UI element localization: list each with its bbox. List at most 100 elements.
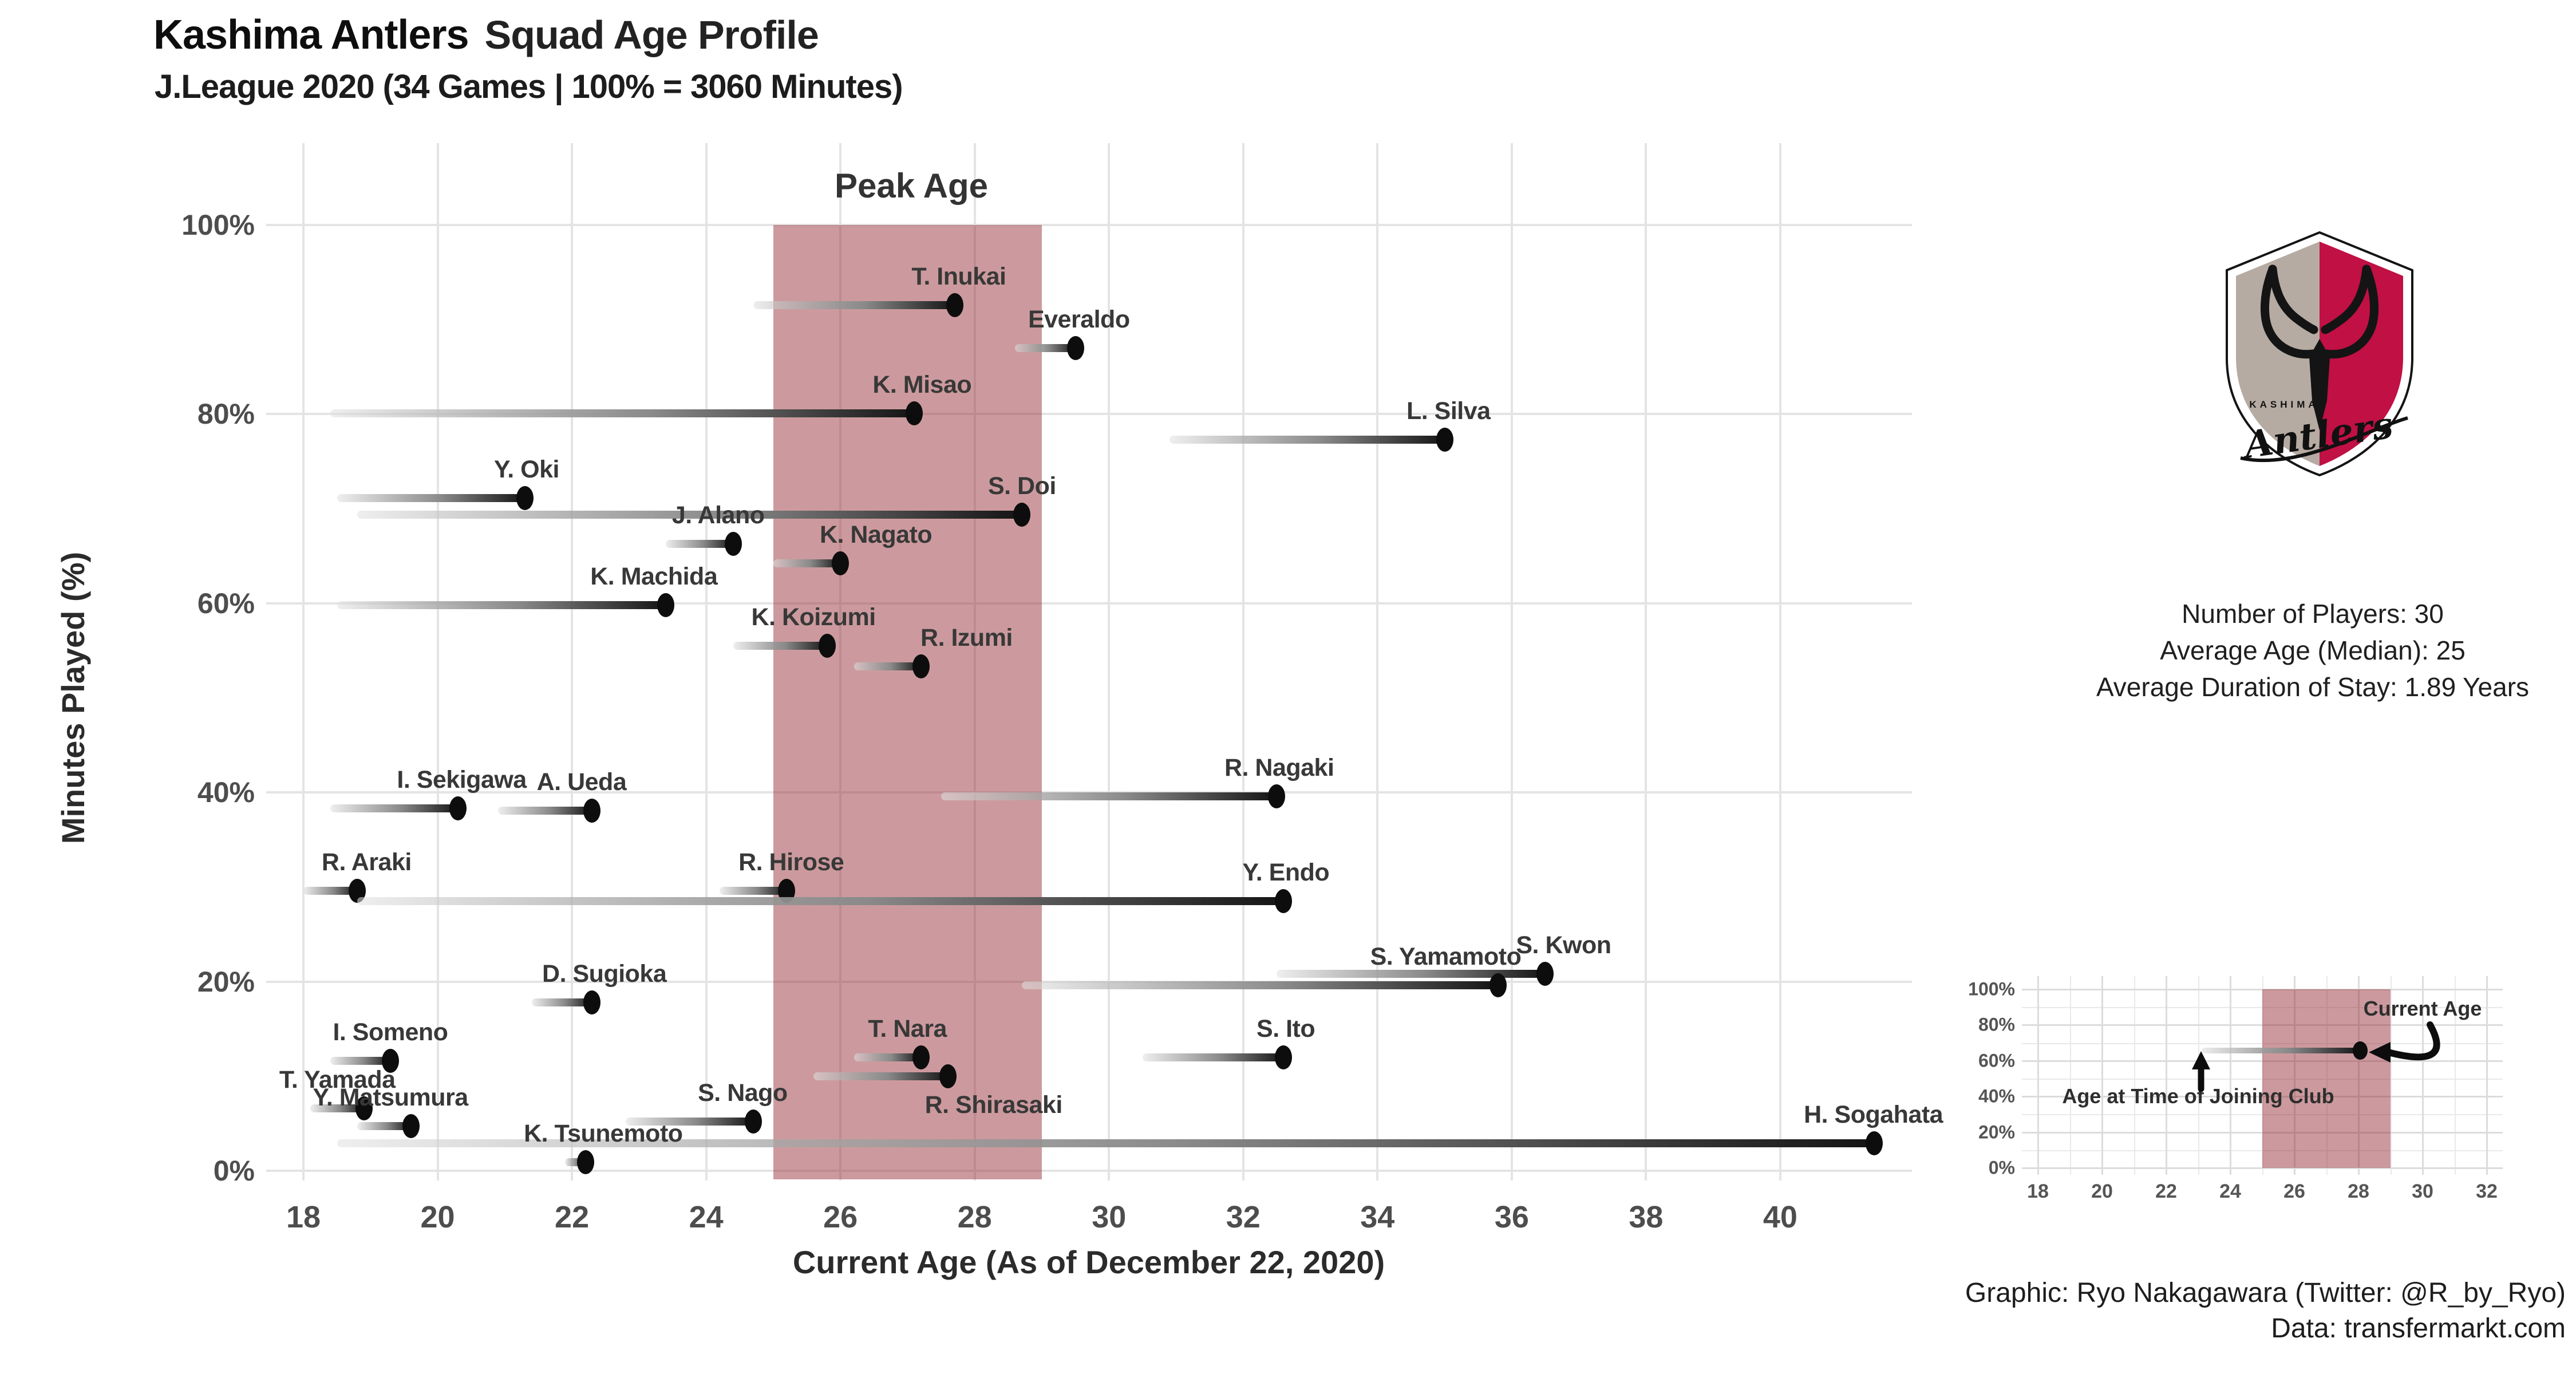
x-tick-label-30: 30 [1092,1200,1127,1234]
credits: Graphic: Ryo Nakagawara (Twitter: @R_by_… [1965,1276,2566,1347]
player-segment [330,409,915,417]
antlers-icon [2260,264,2379,359]
player-dot [912,654,930,679]
player-segment [773,559,841,568]
inset-x-tick-18: 18 [2027,1180,2049,1202]
player-label: Everaldo [1028,305,1130,333]
crest-left-half [2236,242,2320,466]
inset-y-tick-0: 0% [1988,1157,2015,1178]
player-segment [753,301,955,310]
inset-example-dot [2352,1041,2368,1060]
credit-data: Data: transfermarkt.com [2271,1313,2566,1344]
inset-minor-gridline-x-25 [2262,976,2263,1175]
crest-club-name: KASHIMA [2249,399,2318,410]
y-tick-label-60: 60% [197,587,255,619]
player-label: Y. Matsumura [313,1084,468,1112]
inset-example-segment [2201,1047,2360,1053]
player-dot [1436,428,1453,452]
gridline-x-40 [1779,143,1781,1180]
player-label: Y. Endo [1242,859,1330,887]
player-label: D. Sugioka [542,960,667,988]
inset-gridline-x-28 [2358,976,2360,1175]
player-label: R. Shirasaki [924,1091,1063,1119]
player-label: S. Ito [1257,1014,1315,1043]
peak-age-label: Peak Age [835,167,988,205]
inset-minor-gridline-x-29 [2391,976,2392,1175]
player-segment [357,1122,411,1131]
player-label: R. Hirose [738,848,844,876]
x-tick-label-32: 32 [1226,1200,1261,1234]
player-dot [946,293,963,318]
player-label: K. Misao [872,370,972,398]
inset-gridline-x-20 [2101,976,2103,1175]
x-tick-label-18: 18 [286,1200,321,1234]
player-label: T. Inukai [911,263,1006,291]
x-axis-title: Current Age (As of December 22, 2020) [792,1244,1385,1280]
x-tick-label-28: 28 [957,1200,992,1234]
y-tick-label-0: 0% [213,1155,255,1187]
player-dot [1013,502,1030,527]
inset-minor-gridline-y-90 [2022,1007,2503,1009]
player-dot [1490,973,1507,998]
player-label: S. Nago [698,1079,788,1107]
y-tick-label-80: 80% [197,398,255,431]
inset-gridline-y-0 [2022,1167,2503,1169]
player-segment [310,1104,364,1112]
player-label: T. Nara [868,1014,947,1043]
player-dot [1866,1131,1883,1156]
gridline-x-24 [705,143,708,1180]
player-segment [357,510,1022,519]
kashima-antlers-crest: KASHIMA Antlers [2226,231,2413,477]
inset-minor-gridline-x-19 [2070,976,2071,1175]
player-segment [666,539,733,548]
player-label: K. Tsunemoto [524,1120,683,1148]
player-segment [337,1139,1875,1148]
player-label: A. Ueda [536,768,627,796]
player-dot [832,551,850,576]
inset-minor-gridline-y-70 [2022,1043,2503,1044]
gridline-x-20 [436,143,439,1180]
player-segment [337,601,666,610]
player-dot [1275,1045,1293,1069]
player-label: J. Alano [671,501,765,529]
player-label: K. Machida [590,563,718,591]
inset-x-tick-20: 20 [2091,1180,2113,1202]
x-tick-label-20: 20 [420,1200,455,1234]
x-tick-label-36: 36 [1494,1200,1529,1234]
inset-x-tick-22: 22 [2155,1180,2177,1202]
inset-gridline-y-60 [2022,1060,2503,1062]
player-segment [813,1072,948,1080]
squad-stats: Number of Players: 30 Average Age (Median… [2055,595,2570,705]
x-tick-label-38: 38 [1629,1200,1664,1234]
inset-x-tick-30: 30 [2412,1180,2433,1202]
player-label: Y. Oki [493,456,560,484]
player-dot [912,1045,930,1069]
inset-minor-gridline-x-31 [2455,976,2456,1175]
inset-y-tick-40: 40% [1978,1085,2015,1107]
gridline-x-26 [839,143,842,1180]
gridline-x-38 [1645,143,1647,1180]
player-segment [330,804,458,813]
current-age-arrow [2385,1021,2440,1061]
player-label: K. Koizumi [751,603,876,631]
inset-gridline-x-32 [2486,976,2488,1175]
player-dot [355,1096,373,1120]
crest-right-half [2320,242,2403,466]
inset-minor-gridline-y-10 [2022,1150,2503,1151]
inset-annotation-arrows [2192,1021,2440,1092]
inset-minor-gridline-x-21 [2134,976,2135,1175]
gridline-x-36 [1510,143,1513,1180]
inset-y-tick-80: 80% [1978,1014,2015,1035]
y-tick-label-100: 100% [181,209,255,241]
gridline-x-28 [973,143,976,1180]
player-label: H. Sogahata [1804,1101,1943,1129]
deer-head-icon [2309,339,2330,431]
crest-flourish [2240,416,2408,463]
inset-gridline-x-30 [2422,976,2424,1175]
inset-x-tick-32: 32 [2476,1180,2498,1202]
y-tick-label-20: 20% [197,965,255,998]
player-segment [941,792,1277,800]
title-rest: Squad Age Profile [484,13,819,57]
player-dot [382,1049,400,1073]
